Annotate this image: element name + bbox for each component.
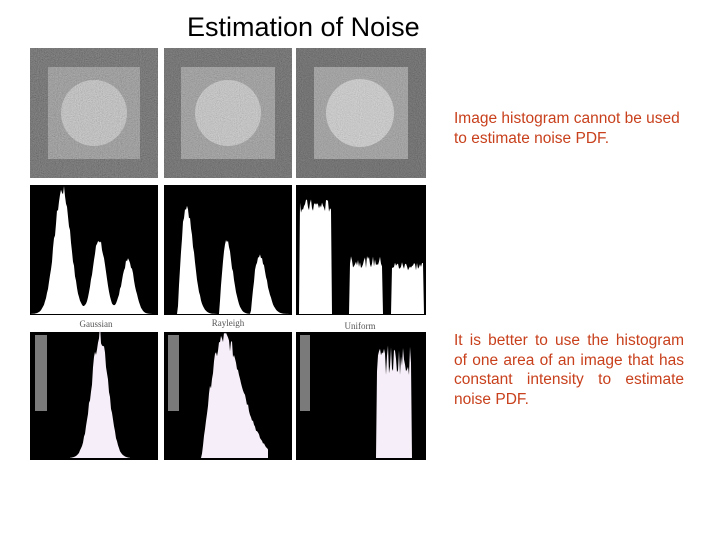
roi-histogram-rayleigh [198,332,268,458]
noisy-image-uniform [296,48,426,178]
histogram-gaussian [31,186,157,314]
histogram-uniform [297,199,425,314]
caption-gaussian: Gaussian [80,319,113,329]
roi-histogram-gaussian [70,325,130,458]
note-image-histogram: Image histogram cannot be used to estima… [454,110,680,147]
caption-rayleigh: Rayleigh [212,318,245,328]
noisy-image-gaussian [30,48,158,178]
note-region-histogram: It is better to use the histogram of one… [454,332,684,408]
noisy-image-rayleigh [164,48,292,178]
slide-title: Estimation of Noise [187,12,420,42]
histogram-rayleigh [165,205,291,314]
caption-uniform: Uniform [345,321,376,331]
noise-figure-graphic: Gaussian Rayleigh Uniform [30,48,426,460]
roi-strip-gaussian [35,335,47,411]
roi-strip-uniform [300,335,310,411]
roi-histogram-uniform [376,345,412,458]
roi-strip-rayleigh [168,335,179,411]
noise-figure: Gaussian Rayleigh Uniform [30,48,428,462]
